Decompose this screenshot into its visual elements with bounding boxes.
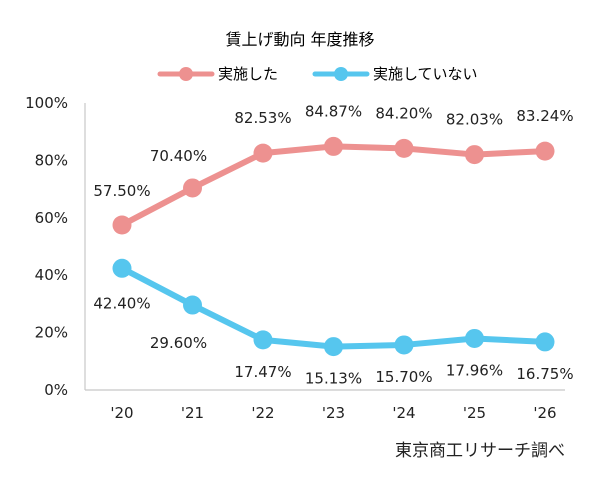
- data-point-not-implemented: [394, 335, 414, 355]
- series-layer: [112, 136, 555, 357]
- data-label-not-implemented: 29.60%: [150, 334, 207, 352]
- data-point-not-implemented: [324, 337, 343, 357]
- data-label-implemented: 82.53%: [234, 109, 291, 127]
- legend-label-implemented: 実施した: [218, 65, 278, 83]
- data-label-not-implemented: 16.75%: [516, 365, 573, 383]
- legend: 実施した 実施していない: [157, 65, 478, 83]
- data-label-implemented: 57.50%: [93, 182, 150, 200]
- data-label-not-implemented: 17.47%: [234, 363, 291, 381]
- y-tick-label: 20%: [35, 324, 68, 342]
- y-tick-label: 60%: [35, 209, 68, 227]
- data-point-implemented: [253, 143, 273, 163]
- x-tick-label: '21: [181, 404, 204, 422]
- y-tick-label: 100%: [25, 94, 68, 112]
- data-point-not-implemented: [112, 258, 132, 278]
- data-point-implemented: [535, 141, 555, 161]
- data-label-not-implemented: 17.96%: [446, 361, 503, 379]
- data-point-implemented: [324, 136, 343, 156]
- source-note: 東京商工リサーチ調べ: [395, 441, 565, 461]
- legend-item-not-implemented: 実施していない: [312, 65, 478, 83]
- data-point-implemented: [394, 138, 414, 158]
- y-axis-ticks: 0% 20% 40% 60% 80% 100%: [25, 94, 68, 399]
- legend-item-implemented: 実施した: [157, 65, 278, 83]
- legend-label-not-implemented: 実施していない: [373, 65, 478, 83]
- data-point-implemented: [112, 215, 132, 235]
- y-tick-label: 40%: [35, 266, 68, 284]
- data-labels: 57.50%70.40% 82.53% 84.87% 84.20% 82.03% 83.2…: [93, 102, 573, 387]
- y-tick-label: 0%: [44, 381, 68, 399]
- x-tick-label: '23: [322, 404, 345, 422]
- x-axis-ticks: '20 '21 '22 '23 '24 '25 '26: [110, 404, 556, 422]
- data-label-not-implemented: 42.40%: [93, 294, 150, 312]
- y-tick-label: 80%: [35, 151, 68, 169]
- data-label-implemented: 84.20%: [375, 104, 432, 122]
- data-point-implemented: [465, 145, 484, 165]
- data-label-not-implemented: 15.13%: [305, 370, 362, 388]
- data-point-not-implemented: [465, 328, 484, 348]
- data-label-implemented: 82.03%: [446, 111, 503, 129]
- data-point-implemented: [183, 178, 202, 198]
- x-tick-label: '26: [533, 404, 556, 422]
- data-label-implemented: 84.87%: [305, 102, 362, 120]
- data-point-not-implemented: [253, 330, 273, 350]
- legend-marker-not-implemented: [334, 67, 348, 81]
- x-tick-label: '25: [463, 404, 486, 422]
- x-tick-label: '20: [110, 404, 133, 422]
- data-point-not-implemented: [535, 332, 555, 352]
- data-point-not-implemented: [183, 295, 202, 315]
- data-label-not-implemented: 15.70%: [375, 368, 432, 386]
- legend-marker-implemented: [179, 67, 193, 81]
- x-tick-label: '22: [251, 404, 274, 422]
- data-label-implemented: 70.40%: [150, 147, 207, 165]
- chart-title: 賃上げ動向 年度推移: [225, 30, 374, 49]
- data-label-implemented: 83.24%: [516, 107, 573, 125]
- x-tick-label: '24: [392, 404, 415, 422]
